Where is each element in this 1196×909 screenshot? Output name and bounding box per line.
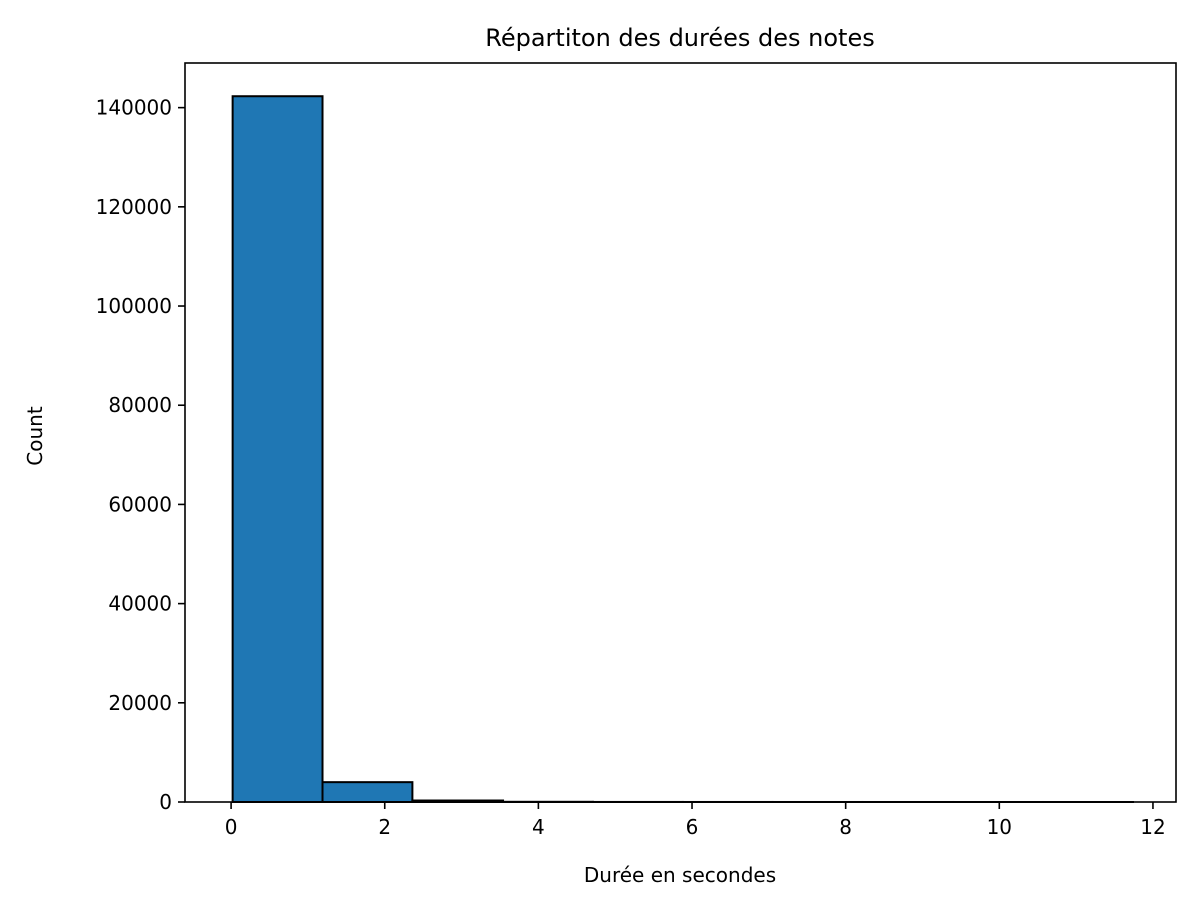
y-tick-label: 20000 [108, 691, 172, 715]
y-tick-label: 140000 [96, 96, 172, 120]
plot-area-frame [184, 62, 1177, 803]
chart-title: Répartiton des durées des notes [485, 24, 874, 52]
x-tick-label: 0 [225, 815, 238, 839]
y-tick-label: 40000 [108, 592, 172, 616]
y-axis-label: Count [23, 406, 47, 466]
x-tick-label: 2 [378, 815, 391, 839]
y-axis-ticks: 0 20000 40000 60000 80000 100000 120000 140000 [96, 96, 185, 814]
x-tick-label: 10 [987, 815, 1012, 839]
histogram-bar-1 [231, 95, 324, 803]
y-tick-label: 120000 [96, 195, 172, 219]
y-tick-label: 80000 [108, 393, 172, 417]
y-tick-label: 100000 [96, 294, 172, 318]
x-axis-ticks: 0 2 4 6 8 10 12 [225, 802, 1166, 839]
x-tick-label: 8 [839, 815, 852, 839]
y-tick-label: 0 [159, 790, 172, 814]
x-axis-label: Durée en secondes [584, 863, 776, 887]
x-tick-label: 12 [1140, 815, 1165, 839]
x-tick-label: 4 [532, 815, 545, 839]
x-tick-label: 6 [686, 815, 699, 839]
y-tick-label: 60000 [108, 492, 172, 516]
histogram-bar-2 [321, 781, 414, 803]
bars-layer [231, 95, 1134, 804]
